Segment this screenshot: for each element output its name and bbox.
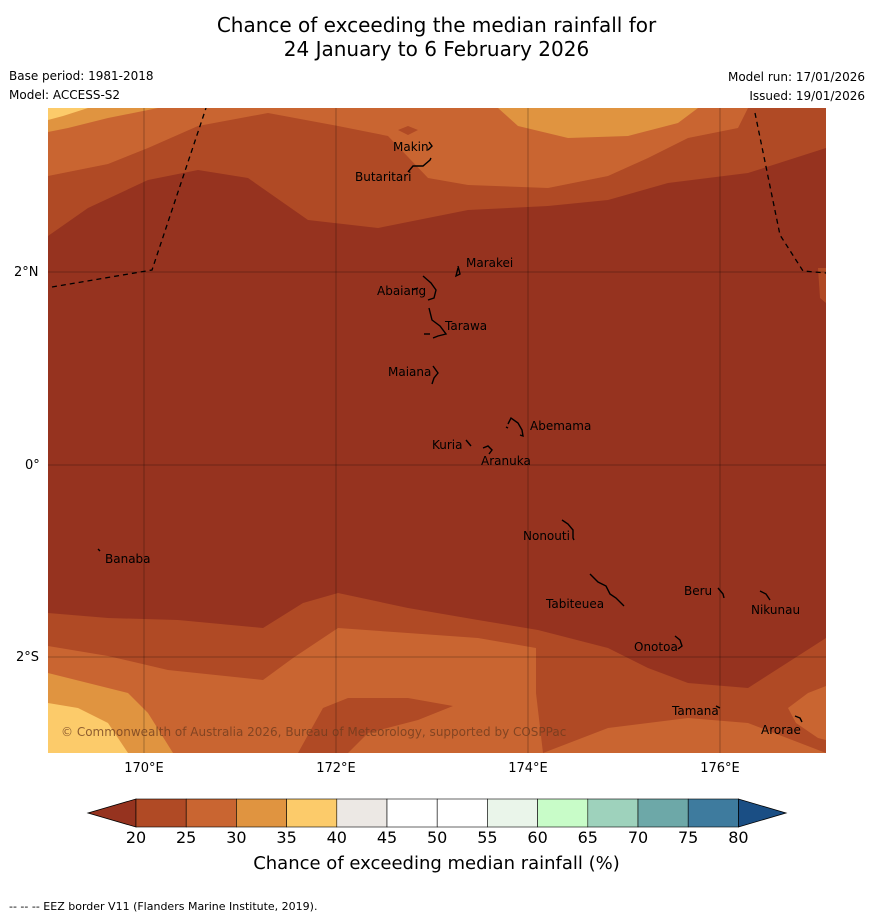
colorbar-segment [386,798,438,828]
colorbar-segment [687,798,739,828]
colorbar-tick-label: 55 [477,828,498,847]
lat-label-2s: 2°S [16,650,40,665]
eez-border-line [51,108,207,288]
place-label-kuria: Kuria [432,438,463,452]
island-outline [428,307,448,339]
eez-border-line [754,112,826,274]
map-svg: Makin Butaritari Marakei Abaiang Tarawa … [48,108,826,753]
island-outlines [97,141,803,723]
colorbar-segment [587,798,639,828]
island-outline [794,715,803,723]
colorbar-tick-label: 45 [376,828,398,847]
zone-20-25-east [818,268,826,303]
zone-30-35-north [498,108,698,138]
colorbar-high-extend [738,798,788,828]
place-label-abemama: Abemama [530,419,591,433]
eez-border [51,108,826,288]
copyright-notice: © Commonwealth of Australia 2026, Bureau… [61,725,566,739]
place-label-aranuka: Aranuka [481,454,531,468]
island-outline [717,587,725,599]
lon-label-170e: 170°E [124,761,164,776]
place-label-maiana: Maiana [388,365,431,379]
chart-title-line2: 24 January to 6 February 2026 [283,37,590,61]
place-label-nikunau: Nikunau [751,603,800,617]
colorbar-tick-label: 70 [627,828,649,847]
place-label-tamana: Tamana [671,704,719,718]
place-label-nonouti: Nonouti [523,529,570,543]
colorbar-segment [436,798,488,828]
zone-35-40-nw [48,108,88,120]
colorbar [86,798,788,828]
colorbar-segment [286,798,338,828]
island-outline [454,265,461,278]
colorbar-segment [537,798,589,828]
rainfall-map: Makin Butaritari Marakei Abaiang Tarawa … [48,108,826,753]
island-outline [715,705,721,709]
island-outline [427,141,433,151]
colorbar-segment [185,798,237,828]
island-outline [759,590,771,601]
place-label-tarawa: Tarawa [444,319,487,333]
island-outline [505,426,509,429]
colorbar-tick-label: 35 [276,828,297,847]
lat-label-2n: 2°N [14,265,39,280]
island-outline [507,416,524,438]
place-label-arorae: Arorae [761,723,801,737]
colorbar-low-extend [86,798,137,828]
place-label-banaba: Banaba [105,552,151,566]
colorbar-label: Chance of exceeding median rainfall (%) [253,853,620,874]
colorbar-segment [236,798,287,828]
lon-label-176e: 176°E [700,761,740,776]
island-outline [411,287,419,291]
place-label-abaiang: Abaiang [377,284,426,298]
zone-30-35-nw [48,108,158,132]
island-outline [97,548,101,552]
island-outline [422,275,437,301]
island-outline [482,445,493,455]
zone-20-25-inner-south [298,698,453,753]
colorbar-tick-label: 30 [226,828,247,847]
place-label-makin: Makin [393,140,429,154]
zone-25-30-se [788,686,826,740]
place-label-butaritari: Butaritari [355,170,412,184]
island-outline [465,439,472,447]
colorbar-tick-label: 60 [527,828,548,847]
grid-lines [48,108,826,753]
colorbar-tick-label: 75 [678,828,699,847]
place-label-tabiteuea: Tabiteuea [545,597,604,611]
eez-footer-note: -- -- -- EEZ border V11 (Flanders Marine… [9,900,318,913]
island-outline [589,573,625,607]
colorbar-tick-label: 80 [728,828,749,847]
island-outline [561,519,575,541]
colorbar-segment [135,798,187,828]
colorbar-tick-label: 40 [326,828,347,847]
island-outline [407,157,432,173]
colorbar-segment [336,798,388,828]
lat-label-0: 0° [25,458,40,473]
zone-25-30-ssouth [543,718,826,753]
chart-title-line1: Chance of exceeding the median rainfall … [216,13,657,37]
lon-label-174e: 174°E [508,761,548,776]
colorbar-tick-label: 65 [577,828,598,847]
zone-25-30-south [48,628,543,753]
island-outline [431,365,439,385]
model-name: Model: ACCESS-S2 [9,88,121,102]
zone-35-40-sw [48,703,128,753]
lon-label-172e: 172°E [316,761,356,776]
place-labels: Makin Butaritari Marakei Abaiang Tarawa … [105,140,801,737]
model-run: Model run: 17/01/2026 [727,70,865,84]
base-period: Base period: 1981-2018 [9,69,154,83]
colorbar-tick-label: 25 [176,828,197,847]
colorbar-tick-label: 20 [125,828,147,847]
place-label-onotoa: Onotoa [634,640,678,654]
colorbar-tick-label: 50 [427,828,448,847]
colorbar-segment [487,798,538,828]
place-label-marakei: Marakei [466,256,513,270]
colorbar-segment [637,798,689,828]
zone-island-blob [398,126,418,135]
issued-date: Issued: 19/01/2026 [749,89,865,103]
place-label-beru: Beru [684,584,712,598]
island-outline [674,635,683,650]
